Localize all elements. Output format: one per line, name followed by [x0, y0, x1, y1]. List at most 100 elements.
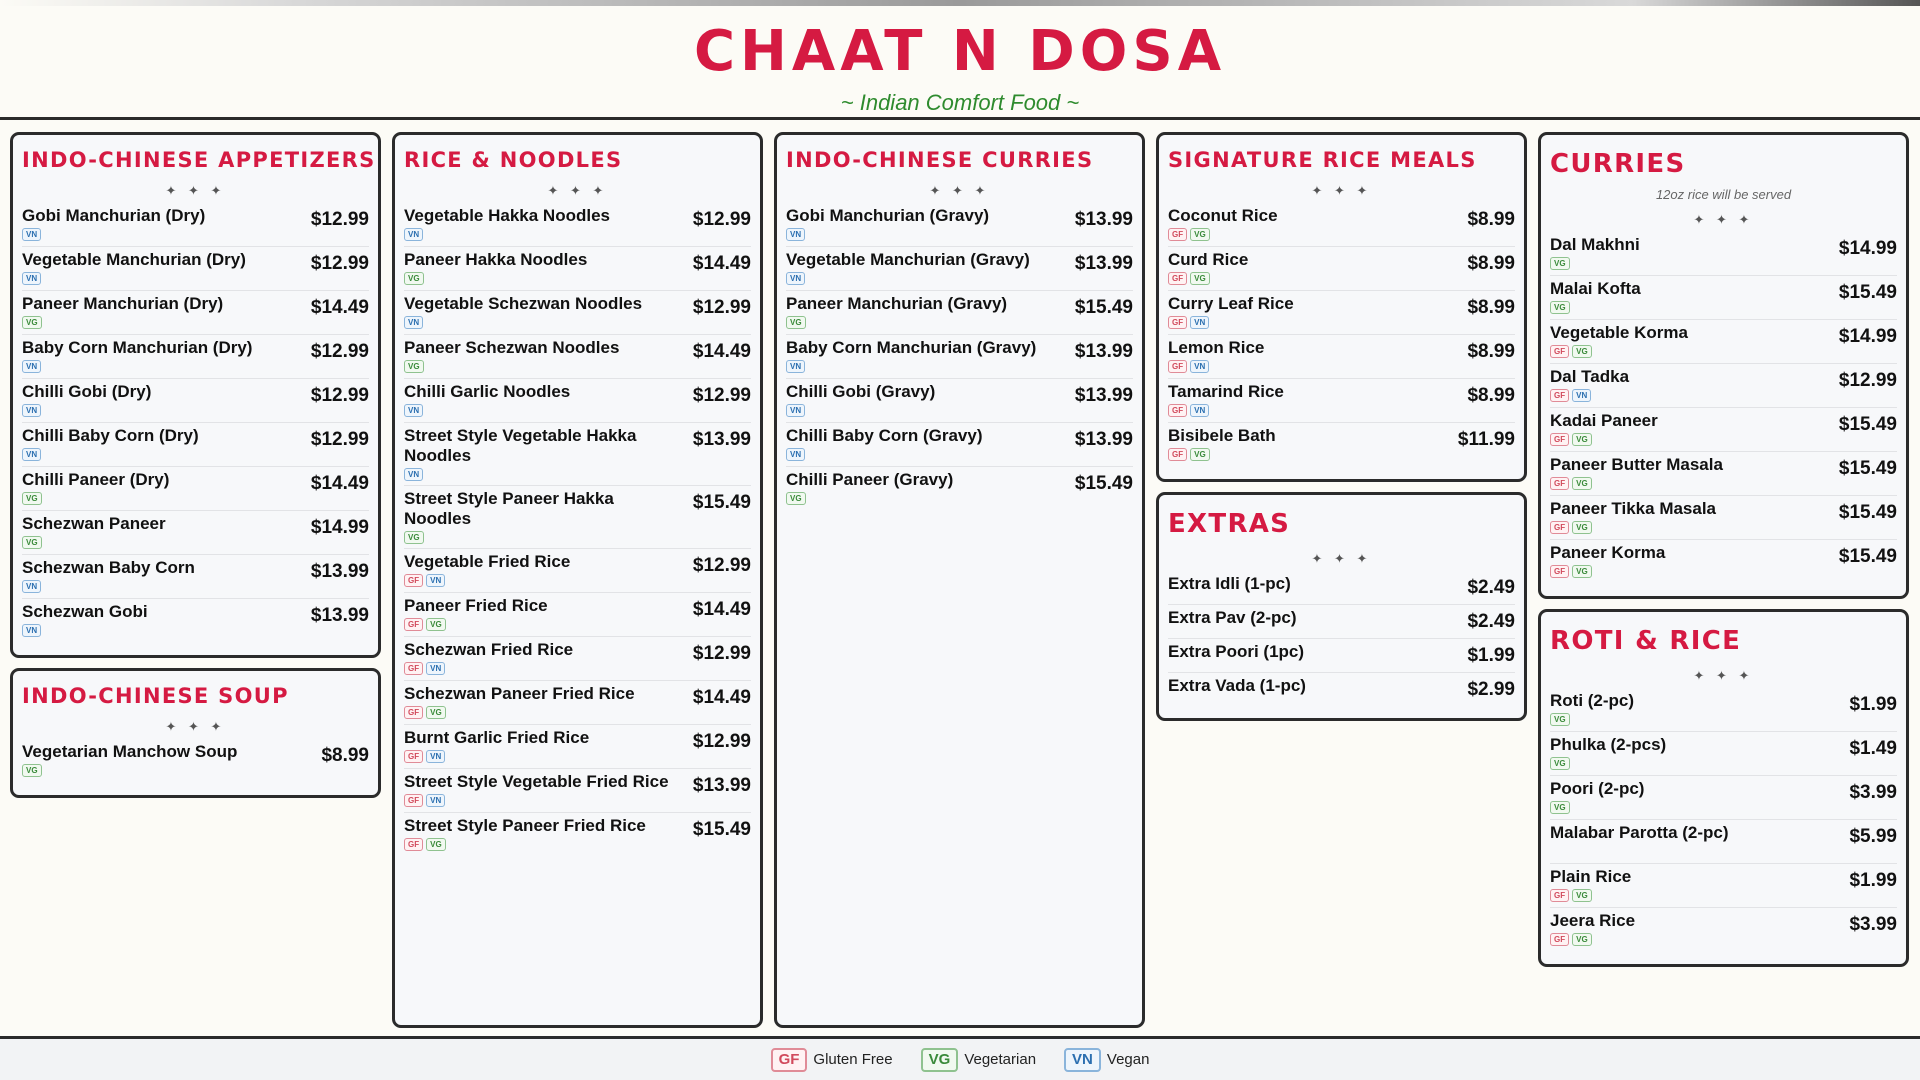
menu-item-name: Curd Rice — [1168, 250, 1249, 269]
item-list: Gobi Manchurian (Dry) VN $12.99 Vegetable M… — [22, 203, 369, 643]
menu-item-name: Paneer Schezwan Noodles — [404, 338, 620, 357]
menu-item-name: Malai Kofta — [1550, 279, 1641, 298]
menu-item-info: Paneer Manchurian (Gravy) VG — [786, 294, 1007, 329]
dietary-tags: VG — [1550, 757, 1666, 770]
divider-stars: ✦ ✦ ✦ — [929, 183, 990, 198]
menu-item-info: Street Style Vegetable Hakka Noodles VN — [404, 426, 684, 481]
menu-item-price: $12.99 — [692, 643, 751, 664]
menu-item: Curry Leaf Rice GF VN $8.99 — [1168, 291, 1515, 335]
menu-item-price: $14.49 — [692, 687, 751, 708]
vg-badge: VG — [404, 360, 424, 373]
menu-column-4: SIGNATURE RICE MEALS ✦ ✦ ✦ Coconut Rice G… — [1156, 132, 1527, 721]
menu-item-name: Paneer Hakka Noodles — [404, 250, 588, 269]
dietary-tags: VN — [786, 404, 935, 417]
menu-item-name: Tamarind Rice — [1168, 382, 1284, 401]
menu-item-price: $15.49 — [1838, 414, 1897, 435]
menu-item: Malai Kofta VG $15.49 — [1550, 276, 1897, 320]
menu-item-info: Chilli Baby Corn (Gravy) VN — [786, 426, 982, 461]
vg-badge: VG — [1572, 477, 1592, 490]
menu-item-info: Malabar Parotta (2-pc) — [1550, 823, 1729, 843]
menu-item-info: Plain Rice GF VG — [1550, 867, 1631, 902]
vg-badge: VG — [404, 531, 424, 544]
section-indo-chinese-appetizers: INDO-CHINESE APPETIZERS ✦ ✦ ✦ Gobi Manch… — [10, 132, 381, 658]
menu-item-info: Extra Vada (1-pc) — [1168, 676, 1306, 696]
vg-badge: VG — [1572, 933, 1592, 946]
menu-item-info: Extra Pav (2-pc) — [1168, 608, 1297, 628]
menu-item-info: Schezwan Paneer VG — [22, 514, 166, 549]
menu-item-name: Phulka (2-pcs) — [1550, 735, 1667, 754]
menu-item-price: $1.99 — [1467, 645, 1515, 666]
menu-item: Gobi Manchurian (Gravy) VN $13.99 — [786, 203, 1133, 247]
menu-item-info: Roti (2-pc) VG — [1550, 691, 1634, 726]
vn-badge: VN — [404, 404, 424, 417]
vg-badge: VG — [22, 764, 42, 777]
menu-item-name: Chilli Paneer (Gravy) — [786, 470, 954, 489]
gf-badge: GF — [1550, 933, 1570, 946]
menu-item-name: Paneer Korma — [1550, 543, 1666, 562]
vn-badge: VN — [22, 404, 42, 417]
menu-item-info: Chilli Paneer (Dry) VG — [22, 470, 169, 505]
divider-stars: ✦ ✦ ✦ — [165, 183, 226, 198]
menu-item-info: Bisibele Bath GF VG — [1168, 426, 1276, 461]
menu-item-price: $12.99 — [1838, 370, 1897, 391]
menu-item-price: $13.99 — [1074, 253, 1133, 274]
section-extras: EXTRAS ✦ ✦ ✦ Extra Idli (1-pc) $2.49 Extra… — [1156, 492, 1527, 721]
section-title: RICE & NOODLES — [404, 148, 623, 172]
dietary-tags: VN — [786, 228, 989, 241]
menu-item: Baby Corn Manchurian (Gravy) VN $13.99 — [786, 335, 1133, 379]
legend-label: Vegan — [1106, 1051, 1150, 1068]
menu-item: Curd Rice GF VG $8.99 — [1168, 247, 1515, 291]
menu-item-name: Chilli Gobi (Dry) — [22, 382, 152, 401]
menu-item: Paneer Manchurian (Gravy) VG $15.49 — [786, 291, 1133, 335]
vg-badge: VG — [1190, 448, 1210, 461]
dietary-tags: VN — [786, 360, 1036, 373]
menu-item-info: Paneer Hakka Noodles VG — [404, 250, 587, 285]
vg-badge: VG — [22, 536, 42, 549]
gf-badge: GF — [404, 794, 424, 807]
menu-column-3: INDO-CHINESE CURRIES ✦ ✦ ✦ Gobi Manchuri… — [774, 132, 1145, 1028]
gf-badge: GF — [404, 838, 424, 851]
menu-item-name: Lemon Rice — [1168, 338, 1265, 357]
menu-item: Extra Vada (1-pc) $2.99 — [1168, 673, 1515, 706]
menu-item: Extra Pav (2-pc) $2.49 — [1168, 605, 1515, 639]
menu-item-price: $14.99 — [1838, 238, 1897, 259]
menu-item-name: Chilli Paneer (Dry) — [22, 470, 170, 489]
menu-item: Schezwan Gobi VN $13.99 — [22, 599, 369, 643]
menu-item-info: Vegetarian Manchow Soup VG — [22, 742, 237, 777]
menu-item-info: Lemon Rice GF VN — [1168, 338, 1264, 373]
menu-item-name: Gobi Manchurian (Dry) — [22, 206, 206, 225]
menu-item: Vegetable Schezwan Noodles VN $12.99 — [404, 291, 751, 335]
vg-badge: VG — [1550, 301, 1570, 314]
menu-item-price: $14.49 — [310, 297, 369, 318]
dietary-tags: VN — [786, 448, 982, 461]
menu-item-info: Schezwan Paneer Fried Rice GF VG — [404, 684, 635, 719]
menu-item: Vegetable Korma GF VG $14.99 — [1550, 320, 1897, 364]
gf-badge: GF — [1550, 477, 1570, 490]
item-list: Gobi Manchurian (Gravy) VN $13.99 Vegetable… — [786, 203, 1133, 511]
menu-item: Paneer Tikka Masala GF VG $15.49 — [1550, 496, 1897, 540]
menu-item-name: Schezwan Paneer — [22, 514, 166, 533]
menu-item-name: Schezwan Baby Corn — [22, 558, 195, 577]
dietary-tags: GF VG — [1168, 272, 1248, 285]
menu-item-price: $2.49 — [1467, 611, 1515, 632]
item-list: Vegetarian Manchow Soup VG $8.99 — [22, 739, 369, 783]
vg-badge: VG — [1572, 433, 1592, 446]
menu-item-info: Jeera Rice GF VG — [1550, 911, 1635, 946]
menu-item-name: Extra Idli (1-pc) — [1168, 574, 1291, 593]
menu-item-info: Chilli Paneer (Gravy) VG — [786, 470, 953, 505]
menu-item: Chilli Gobi (Gravy) VN $13.99 — [786, 379, 1133, 423]
vg-badge: VG — [426, 838, 446, 851]
gf-badge: GF — [1168, 360, 1188, 373]
page-header: CHAAT N DOSA ~ Indian Comfort Food ~ — [0, 6, 1920, 120]
menu-item-name: Gobi Manchurian (Gravy) — [786, 206, 990, 225]
menu-item: Tamarind Rice GF VN $8.99 — [1168, 379, 1515, 423]
menu-item-name: Paneer Manchurian (Dry) — [22, 294, 224, 313]
vg-badge: VG — [1550, 257, 1570, 270]
menu-item-name: Dal Tadka — [1550, 367, 1630, 386]
menu-item-price: $12.99 — [310, 253, 369, 274]
menu-item-name: Schezwan Fried Rice — [404, 640, 574, 659]
menu-item-name: Extra Poori (1pc) — [1168, 642, 1305, 661]
menu-item-info: Paneer Tikka Masala GF VG — [1550, 499, 1716, 534]
menu-item-name: Poori (2-pc) — [1550, 779, 1645, 798]
menu-item-price: $3.99 — [1849, 914, 1897, 935]
